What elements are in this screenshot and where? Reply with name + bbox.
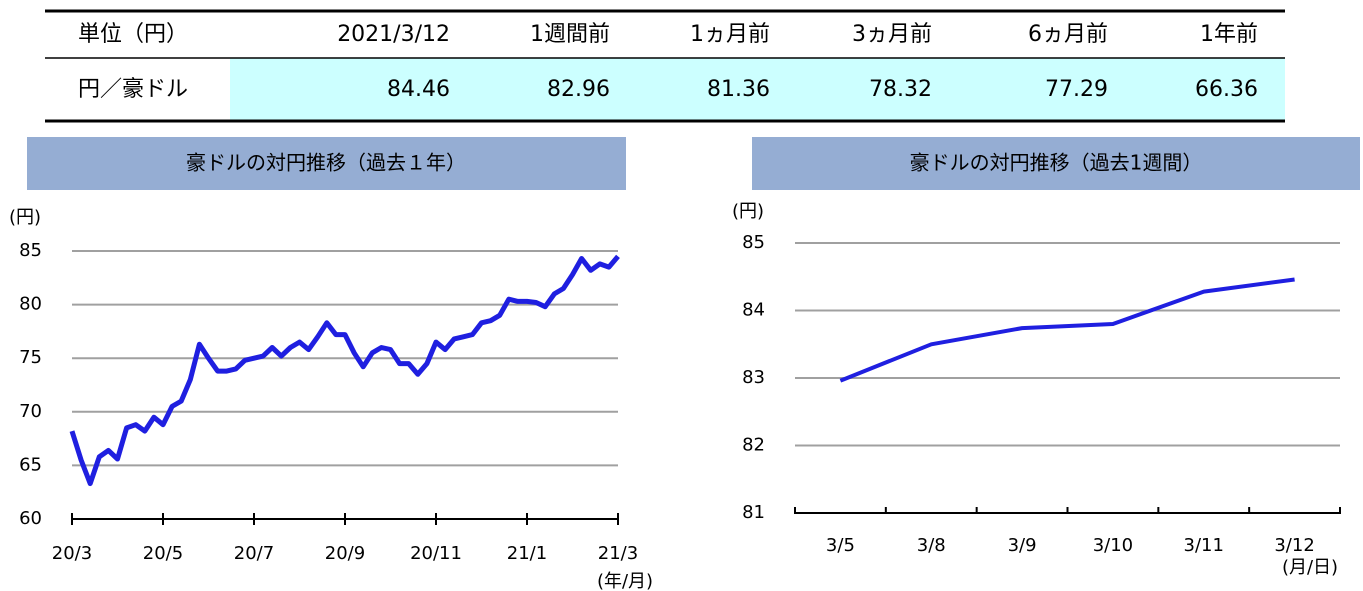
- row-highlight: [230, 58, 1285, 120]
- chart-title: 豪ドルの対円推移（過去1週間）: [910, 151, 1203, 175]
- table-header: 1ヵ月前: [690, 22, 770, 47]
- y-tick-label: 70: [19, 401, 42, 422]
- x-tick-label: 3/8: [917, 535, 946, 556]
- x-tick-label: 20/5: [143, 543, 183, 564]
- y-tick-label: 60: [19, 508, 42, 529]
- x-tick-label: 20/11: [410, 543, 462, 564]
- chart-title: 豪ドルの対円推移（過去１年）: [186, 151, 466, 175]
- x-axis-label: (月/日): [1282, 557, 1338, 578]
- x-tick-label: 3/12: [1274, 535, 1314, 556]
- table-header: 1年前: [1200, 22, 1258, 47]
- title-bar: [27, 137, 626, 190]
- x-tick-label: 20/3: [52, 543, 92, 564]
- y-tick-label: 85: [19, 240, 42, 261]
- x-tick-label: 3/9: [1008, 535, 1037, 556]
- table-header: 6ヵ月前: [1028, 22, 1108, 47]
- x-tick-label: 3/10: [1093, 535, 1133, 556]
- y-tick-label: 82: [742, 435, 765, 456]
- x-axis-label: (年/月): [597, 571, 653, 591]
- line-series: [839, 277, 1295, 383]
- table-cell: 78.32: [869, 77, 932, 102]
- title-bar: [752, 137, 1360, 190]
- table-header: 単位（円）: [78, 22, 188, 47]
- y-axis-label: (円): [9, 207, 41, 228]
- y-tick-label: 75: [19, 347, 42, 368]
- table-header: 3ヵ月前: [852, 22, 932, 47]
- y-tick-label: 81: [742, 502, 765, 523]
- x-tick-label: 3/11: [1184, 535, 1224, 556]
- table-cell: 66.36: [1195, 77, 1258, 102]
- table-cell: 77.29: [1045, 77, 1108, 102]
- y-tick-label: 83: [742, 367, 765, 388]
- y-tick-label: 80: [19, 294, 42, 315]
- table-cell: 円／豪ドル: [78, 77, 188, 102]
- table-header: 2021/3/12: [337, 22, 450, 47]
- y-axis-label: (円): [732, 201, 764, 222]
- table-cell: 81.36: [707, 77, 770, 102]
- y-tick-label: 85: [742, 232, 765, 253]
- x-tick-label: 21/3: [598, 543, 638, 564]
- x-tick-label: 20/9: [325, 543, 365, 564]
- table-cell: 82.96: [547, 77, 610, 102]
- y-tick-label: 65: [19, 454, 42, 475]
- x-tick-label: 3/5: [826, 535, 855, 556]
- line-series: [69, 254, 620, 487]
- x-tick-label: 20/7: [234, 543, 274, 564]
- table-header: 1週間前: [530, 22, 610, 47]
- y-tick-label: 84: [742, 300, 765, 321]
- table-cell: 84.46: [387, 77, 450, 102]
- x-tick-label: 21/1: [507, 543, 547, 564]
